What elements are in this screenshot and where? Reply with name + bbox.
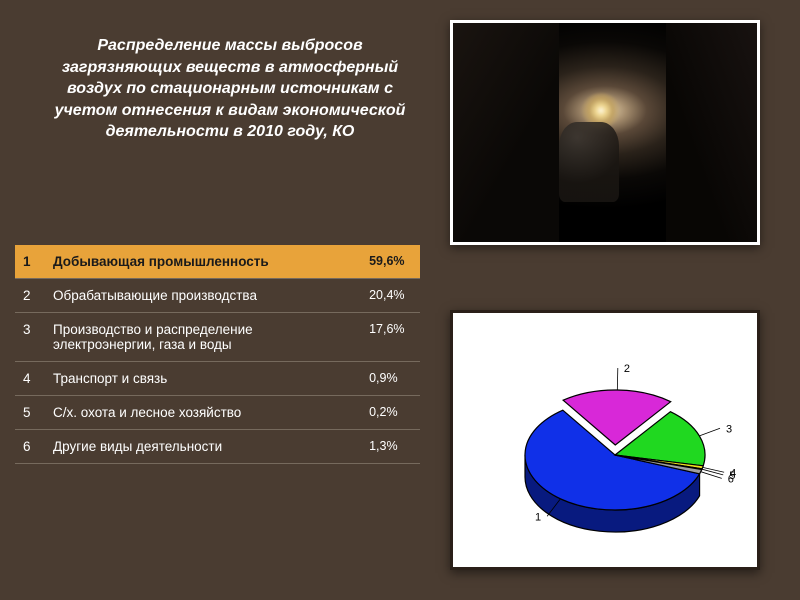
rock-right bbox=[666, 23, 757, 242]
pie-chart-frame: 123456 bbox=[450, 310, 760, 570]
mining-photo-content bbox=[453, 23, 757, 242]
cell-label: Другие виды деятельности bbox=[45, 430, 361, 464]
cell-value: 0,2% bbox=[361, 396, 420, 430]
cell-value: 1,3% bbox=[361, 430, 420, 464]
cell-num: 3 bbox=[15, 313, 45, 362]
svg-text:2: 2 bbox=[624, 363, 630, 375]
cell-label: Транспорт и связь bbox=[45, 362, 361, 396]
cell-value: 59,6% bbox=[361, 245, 420, 279]
cell-num: 4 bbox=[15, 362, 45, 396]
cell-num: 6 bbox=[15, 430, 45, 464]
table-row: 1 Добывающая промышленность 59,6% bbox=[15, 245, 420, 279]
slide-title: Распределение массы выбросов загрязняющи… bbox=[40, 35, 420, 143]
table-row: 5 С/х. охота и лесное хозяйство 0,2% bbox=[15, 396, 420, 430]
cell-num: 5 bbox=[15, 396, 45, 430]
cell-num: 2 bbox=[15, 279, 45, 313]
cell-label: С/х. охота и лесное хозяйство bbox=[45, 396, 361, 430]
table-row: 4 Транспорт и связь 0,9% bbox=[15, 362, 420, 396]
cell-label: Производство и распределение электроэнер… bbox=[45, 313, 361, 362]
pie-chart-svg: 123456 bbox=[460, 320, 750, 560]
svg-text:6: 6 bbox=[728, 473, 734, 485]
cell-value: 17,6% bbox=[361, 313, 420, 362]
cell-value: 0,9% bbox=[361, 362, 420, 396]
svg-text:1: 1 bbox=[535, 511, 541, 523]
emissions-table: 1 Добывающая промышленность 59,6% 2 Обра… bbox=[15, 245, 420, 464]
miner-silhouette bbox=[559, 122, 619, 202]
cell-num: 1 bbox=[15, 245, 45, 279]
table-row: 3 Производство и распределение электроэн… bbox=[15, 313, 420, 362]
rock-left bbox=[453, 23, 559, 242]
table-row: 6 Другие виды деятельности 1,3% bbox=[15, 430, 420, 464]
cell-label: Добывающая промышленность bbox=[45, 245, 361, 279]
svg-text:3: 3 bbox=[726, 423, 732, 435]
cell-label: Обрабатывающие производства bbox=[45, 279, 361, 313]
cell-value: 20,4% bbox=[361, 279, 420, 313]
table-row: 2 Обрабатывающие производства 20,4% bbox=[15, 279, 420, 313]
mining-photo bbox=[450, 20, 760, 245]
